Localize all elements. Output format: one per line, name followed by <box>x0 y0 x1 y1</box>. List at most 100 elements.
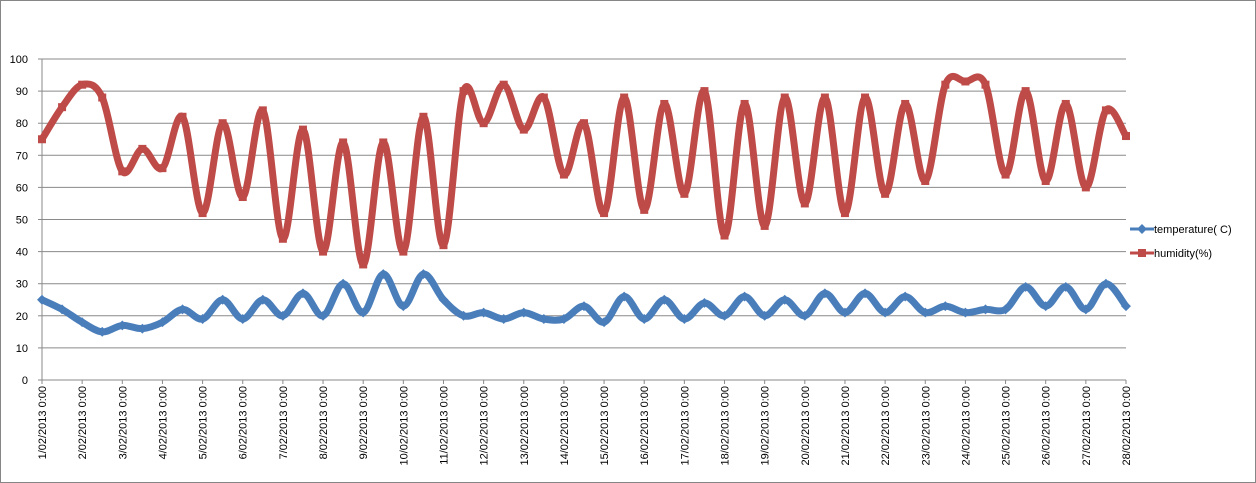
data-point <box>981 80 990 89</box>
y-tick-label: 40 <box>16 247 28 259</box>
data-point <box>759 310 770 321</box>
data-point <box>900 291 911 302</box>
data-point <box>780 93 789 102</box>
data-point <box>1021 87 1030 96</box>
legend: temperature( C) humidity(%) <box>1130 224 1232 260</box>
data-point <box>178 112 187 121</box>
data-point <box>820 93 829 102</box>
data-point <box>498 314 509 324</box>
data-point <box>559 170 568 179</box>
data-point <box>138 144 147 153</box>
data-point <box>438 294 449 305</box>
data-point <box>640 205 649 214</box>
y-tick-label: 20 <box>16 311 28 323</box>
data-point <box>38 135 46 144</box>
data-point <box>217 294 228 305</box>
legend-marker-diamond <box>1137 224 1147 234</box>
data-point <box>258 106 267 115</box>
data-point <box>800 199 809 208</box>
data-point <box>680 189 689 198</box>
x-tick-label: 18/02/2013 0:00 <box>720 386 732 466</box>
y-tick-label: 10 <box>16 343 28 355</box>
data-point <box>739 291 750 302</box>
data-point <box>1020 281 1031 292</box>
data-point <box>278 234 287 243</box>
data-point <box>439 241 448 250</box>
data-point <box>58 103 67 112</box>
data-point <box>600 209 609 218</box>
x-tick-label: 17/02/2013 0:00 <box>679 386 691 466</box>
data-point <box>158 164 167 173</box>
data-point <box>901 99 910 108</box>
data-point <box>699 298 710 308</box>
data-point <box>399 247 408 256</box>
data-point <box>660 99 669 108</box>
y-tick-label: 70 <box>16 150 28 162</box>
x-tick-label: 5/02/2013 0:00 <box>198 386 210 459</box>
data-point <box>78 80 87 89</box>
y-tick-label: 50 <box>16 215 28 227</box>
x-tick-label: 25/02/2013 0:00 <box>1001 386 1013 466</box>
data-point <box>518 307 529 318</box>
x-tick-label: 6/02/2013 0:00 <box>238 386 250 459</box>
x-tick-label: 4/02/2013 0:00 <box>157 386 169 459</box>
data-point <box>319 247 328 256</box>
data-point <box>580 119 588 128</box>
data-point <box>398 301 409 312</box>
data-point <box>419 112 428 121</box>
y-tick-label: 30 <box>16 279 28 291</box>
data-point <box>860 288 870 299</box>
data-point <box>639 314 650 324</box>
y-tick-label: 80 <box>16 118 28 130</box>
data-point <box>538 314 549 324</box>
data-point <box>359 260 368 269</box>
data-point <box>197 314 208 324</box>
data-point <box>479 119 488 128</box>
y-tick-label: 60 <box>16 182 28 194</box>
data-point <box>840 209 849 218</box>
data-point <box>519 125 528 134</box>
data-point <box>1080 304 1091 315</box>
legend-label: temperature( C) <box>1154 224 1232 236</box>
data-point <box>499 80 508 89</box>
data-point <box>720 231 729 240</box>
data-point <box>819 288 830 299</box>
data-point <box>478 307 489 318</box>
data-point <box>118 167 127 176</box>
x-tick-label: 14/02/2013 0:00 <box>559 386 571 466</box>
data-point <box>339 138 348 147</box>
data-point <box>379 138 388 147</box>
data-point <box>881 189 890 198</box>
data-point <box>921 176 930 185</box>
data-point <box>960 307 971 318</box>
data-point <box>418 269 429 280</box>
x-tick-label: 20/02/2013 0:00 <box>800 386 812 466</box>
data-point <box>920 307 931 318</box>
x-tick-label: 26/02/2013 0:00 <box>1041 386 1053 466</box>
x-tick-label: 28/02/2013 0:00 <box>1121 386 1133 466</box>
series-line-humidity <box>38 72 1130 268</box>
data-point <box>980 304 991 315</box>
data-point <box>137 323 148 334</box>
data-point <box>1060 281 1071 292</box>
series-group <box>37 72 1131 337</box>
data-point <box>1100 278 1111 289</box>
data-point <box>619 291 630 302</box>
data-point <box>740 99 749 108</box>
data-point <box>98 93 107 102</box>
data-point <box>378 269 389 280</box>
data-point <box>318 310 328 321</box>
x-tick-label: 11/02/2013 0:00 <box>438 386 450 465</box>
data-point <box>1081 183 1090 192</box>
x-tick-label: 1/02/2013 0:00 <box>37 386 49 459</box>
x-tick-label: 8/02/2013 0:00 <box>318 386 330 459</box>
x-tick-label: 21/02/2013 0:00 <box>840 386 852 466</box>
data-point <box>218 119 227 128</box>
data-point <box>1041 176 1050 185</box>
gridlines <box>42 58 1126 349</box>
x-tick-label: 23/02/2013 0:00 <box>920 386 932 466</box>
data-point <box>961 77 970 86</box>
data-point <box>700 87 709 96</box>
x-axis: 1/02/2013 0:00 2/02/2013 0:00 3/02/2013 0:… <box>37 59 1133 466</box>
